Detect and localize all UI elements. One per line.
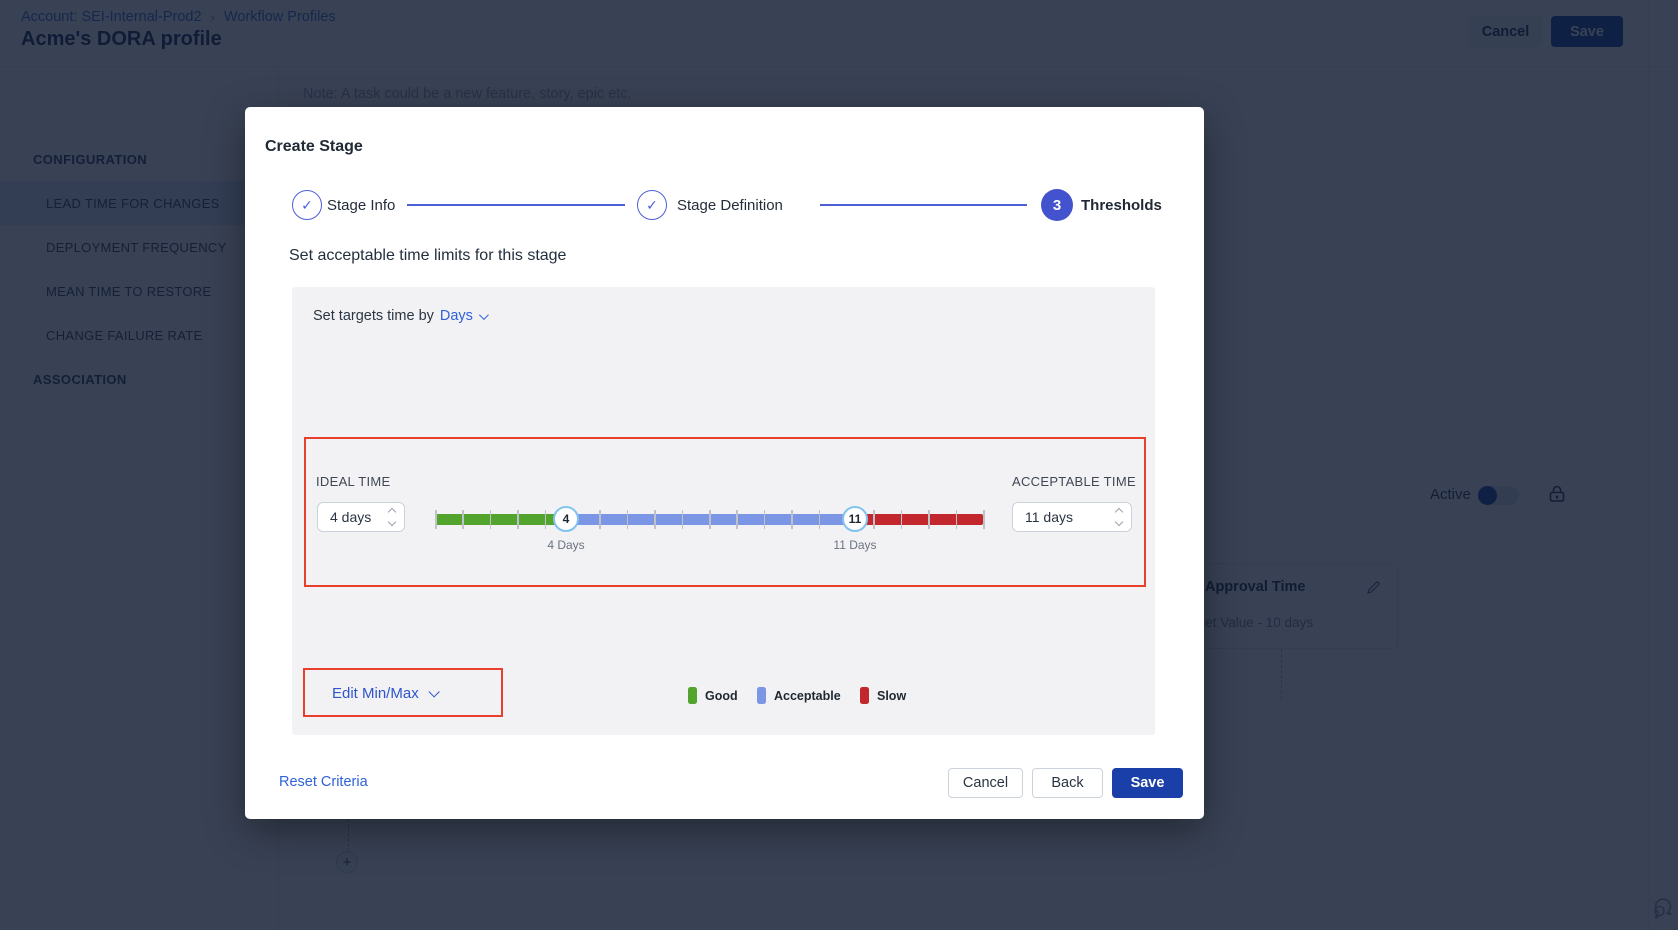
annotation-box-slider — [304, 437, 1146, 587]
slider-segment-acceptable — [566, 514, 855, 525]
slider-handle-min[interactable]: 4 — [553, 506, 579, 532]
slider-max-label: 11 Days — [833, 538, 877, 552]
acceptable-time-stepper[interactable] — [1114, 507, 1124, 527]
annotation-box-edit-minmax — [303, 668, 503, 717]
targets-time-row: Set targets time by Days — [313, 308, 489, 324]
modal-title: Create Stage — [265, 138, 363, 155]
legend-good-label: Good — [705, 688, 738, 703]
modal-back-button[interactable]: Back — [1032, 768, 1103, 798]
ideal-time-stepper[interactable] — [387, 507, 397, 527]
step-connector-1 — [407, 204, 625, 206]
thresholds-panel: Set targets time by Days IDEAL TIME 4 da… — [292, 287, 1155, 735]
legend-acceptable-label: Acceptable — [774, 688, 841, 703]
modal-subtitle: Set acceptable time limits for this stag… — [289, 247, 567, 264]
legend-slow-label: Slow — [877, 688, 907, 703]
ideal-time-label: IDEAL TIME — [316, 474, 391, 489]
step-1-label: Stage Info — [327, 197, 396, 214]
step-3-label: Thresholds — [1081, 197, 1162, 214]
legend-item-acceptable: Acceptable — [757, 687, 841, 704]
acceptable-time-label: ACCEPTABLE TIME — [1012, 474, 1136, 489]
legend-item-good: Good — [688, 687, 738, 704]
step-3-number-badge[interactable]: 3 — [1041, 189, 1073, 221]
step-2-check-icon[interactable]: ✓ — [637, 190, 667, 220]
good-swatch-icon — [688, 687, 697, 704]
reset-criteria-link[interactable]: Reset Criteria — [279, 774, 368, 790]
edit-minmax-label: Edit Min/Max — [332, 685, 419, 702]
chevron-down-icon[interactable] — [478, 309, 489, 320]
targets-time-prefix: Set targets time by — [313, 308, 434, 324]
ideal-time-value: 4 days — [330, 509, 372, 525]
step-2-label: Stage Definition — [677, 197, 783, 214]
acceptable-swatch-icon — [757, 687, 766, 704]
modal-cancel-button[interactable]: Cancel — [948, 768, 1023, 798]
slider-segment-good — [435, 514, 566, 525]
step-1-check-icon[interactable]: ✓ — [292, 190, 322, 220]
acceptable-time-value: 11 days — [1025, 509, 1073, 525]
create-stage-modal: Create Stage ✓ Stage Info ✓ Stage Defini… — [245, 107, 1204, 819]
edit-minmax-button[interactable]: Edit Min/Max — [332, 685, 440, 702]
slider-segment-slow — [855, 514, 983, 525]
legend-item-slow: Slow — [860, 687, 906, 704]
threshold-slider[interactable]: 4 11 4 Days 11 Days — [435, 506, 985, 552]
step-connector-2 — [820, 204, 1027, 206]
slow-swatch-icon — [860, 687, 869, 704]
modal-save-button[interactable]: Save — [1112, 768, 1183, 798]
slider-min-label: 4 Days — [547, 538, 585, 552]
ideal-time-input[interactable]: 4 days — [317, 502, 405, 532]
acceptable-time-input[interactable]: 11 days — [1012, 502, 1132, 532]
time-unit-dropdown[interactable]: Days — [439, 308, 473, 324]
slider-handle-max[interactable]: 11 — [842, 506, 868, 532]
